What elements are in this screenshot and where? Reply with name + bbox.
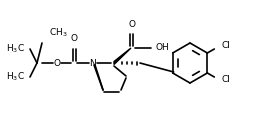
Text: CH$_3$: CH$_3$ [49, 27, 68, 39]
Text: N: N [90, 59, 96, 67]
Text: Cl: Cl [221, 75, 230, 84]
Text: H$_3$C: H$_3$C [6, 71, 25, 83]
Text: O: O [54, 59, 61, 67]
Text: H$_3$C: H$_3$C [6, 43, 25, 55]
Text: O: O [128, 20, 135, 29]
Text: OH: OH [155, 44, 169, 52]
Polygon shape [114, 48, 131, 65]
Text: O: O [70, 34, 77, 43]
Text: Cl: Cl [221, 42, 230, 51]
